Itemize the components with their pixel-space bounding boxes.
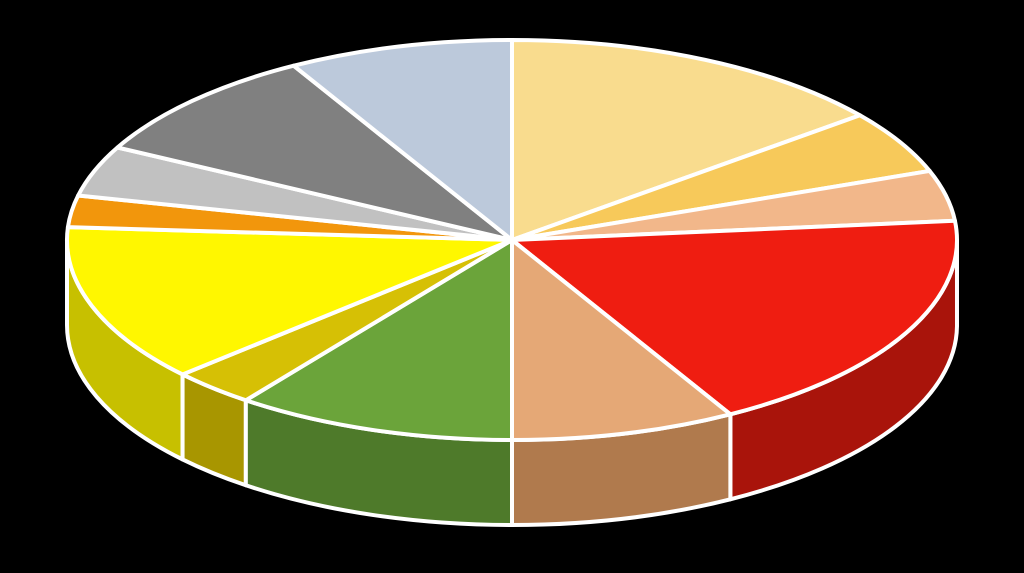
pie-top	[67, 40, 957, 440]
pie-chart-3d	[0, 0, 1024, 573]
